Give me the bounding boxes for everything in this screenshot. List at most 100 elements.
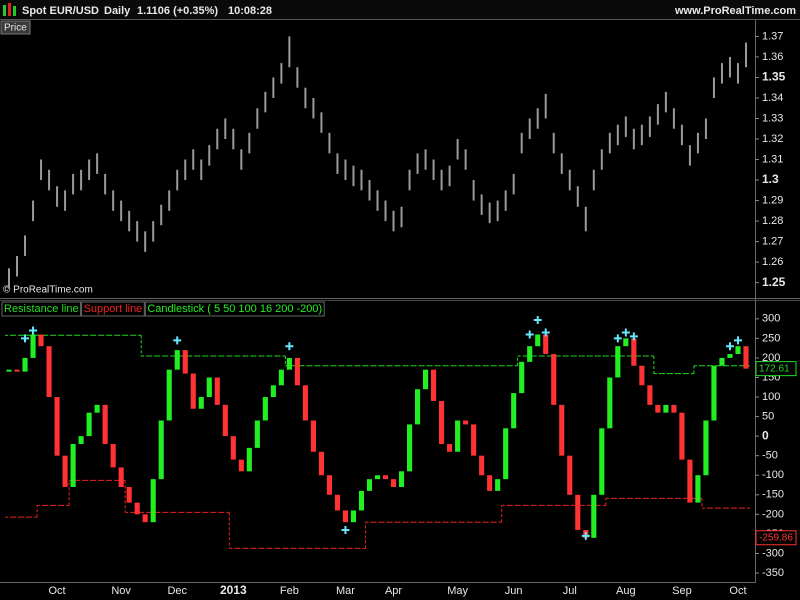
indicator-bar xyxy=(350,510,357,523)
indicator-bar xyxy=(575,494,581,530)
indicator-bar xyxy=(326,475,332,495)
indicator-bar xyxy=(623,338,629,347)
y-tick-label: -100 xyxy=(762,469,784,481)
indicator-bar xyxy=(527,346,533,362)
indicator-bar xyxy=(254,420,260,448)
y-tick-label: 1.25 xyxy=(762,275,786,289)
indicator-bar xyxy=(166,369,172,421)
indicator-bar xyxy=(615,346,621,378)
indicator-bar xyxy=(607,377,613,429)
signal-cross xyxy=(533,315,542,324)
indicator-bar xyxy=(559,404,565,456)
symbol: Spot EUR/USD xyxy=(22,5,99,17)
indicator-bar xyxy=(679,412,685,460)
indicator-bar xyxy=(286,357,292,370)
time: 10:08:28 xyxy=(228,5,272,17)
indicator-bar xyxy=(366,479,373,491)
signal-cross xyxy=(613,334,622,343)
y-tick-label: 250 xyxy=(762,332,780,344)
legend-box xyxy=(144,301,325,317)
x-tick-label: Sep xyxy=(672,585,692,597)
indicator-bar xyxy=(310,420,316,452)
x-tick-label: Oct xyxy=(49,585,66,597)
price-tag-label: -259.86 xyxy=(759,532,793,543)
indicator-bar xyxy=(302,385,308,421)
indicator-bar xyxy=(134,502,140,515)
indicator-bar xyxy=(414,389,421,425)
y-tick-label: 1.29 xyxy=(762,194,783,206)
indicator-bar xyxy=(198,397,204,409)
indicator-bar xyxy=(639,365,645,386)
indicator-bar xyxy=(278,369,284,386)
x-tick-label: Feb xyxy=(280,585,299,597)
signal-cross xyxy=(725,342,734,351)
indicator-bar xyxy=(158,420,164,480)
indicator-bar xyxy=(174,350,180,370)
indicator-bar xyxy=(246,447,252,472)
indicator-bar xyxy=(206,377,212,398)
quote: 1.1106 (+0.35%) xyxy=(137,5,218,17)
y-tick-label: 100 xyxy=(762,391,780,403)
indicator-bar xyxy=(471,424,477,456)
indicator-bar xyxy=(711,365,717,421)
x-tick-label: Dec xyxy=(167,585,187,597)
indicator-bar xyxy=(118,467,124,487)
icon xyxy=(13,6,16,16)
y-tick-label: 1.28 xyxy=(762,215,783,227)
indicator-bar xyxy=(182,350,188,374)
header-bar xyxy=(0,0,800,19)
signal-cross xyxy=(629,332,638,341)
x-tick-label: Jun xyxy=(505,585,523,597)
y-tick-label: 1.31 xyxy=(762,153,783,165)
indicator-bar xyxy=(479,455,485,476)
y-tick-label: 300 xyxy=(762,313,780,325)
indicator-bar xyxy=(735,346,741,355)
indicator-bar xyxy=(406,424,413,472)
indicator-bar xyxy=(54,397,60,456)
indicator-bar xyxy=(6,369,12,372)
y-tick-label: 1.35 xyxy=(762,70,786,84)
indicator-bar xyxy=(423,369,429,390)
icon xyxy=(8,3,11,16)
indicator-bar xyxy=(294,357,300,386)
x-tick-label: Mar xyxy=(336,585,355,597)
indicator-bar xyxy=(455,420,461,452)
x-tick-label: Jul xyxy=(563,585,577,597)
y-tick-label: -50 xyxy=(762,450,778,462)
indicator-bar xyxy=(70,443,76,487)
indicator-bar xyxy=(687,459,693,503)
y-tick-label: 50 xyxy=(762,410,774,422)
indicator-bar xyxy=(703,420,709,476)
x-tick-label: 2013 xyxy=(220,583,247,597)
signal-cross xyxy=(29,326,38,335)
signal-cross xyxy=(541,328,550,337)
price-tag-label: 172.61 xyxy=(759,363,790,374)
indicator-bar xyxy=(551,354,557,405)
y-tick-label: 1.27 xyxy=(762,236,783,248)
x-tick-label: Nov xyxy=(111,585,131,597)
y-tick-label: 1.32 xyxy=(762,133,783,145)
price-tag xyxy=(755,530,797,546)
indicator-bar xyxy=(62,455,68,487)
icon xyxy=(3,5,6,16)
x-tick-label: Oct xyxy=(729,585,746,597)
indicator-bar xyxy=(447,443,453,452)
signal-cross xyxy=(525,330,534,339)
indicator-bar xyxy=(663,404,669,413)
indicator-bar xyxy=(390,479,397,487)
signal-cross xyxy=(173,336,182,345)
indicator-bar xyxy=(30,334,36,358)
indicator-bar xyxy=(214,377,220,405)
indicator-bar xyxy=(270,385,276,398)
indicator-bar xyxy=(230,436,236,460)
indicator-bar xyxy=(655,404,661,413)
indicator-bar xyxy=(743,346,749,369)
indicator-bar xyxy=(318,451,324,476)
indicator-bar xyxy=(222,404,228,437)
indicator-bar xyxy=(671,404,677,413)
legend-label: Candlestick ( 5 50 100 16 200 -200) xyxy=(147,303,322,315)
indicator-bar xyxy=(142,514,148,523)
copyright: © ProRealTime.com xyxy=(3,285,93,296)
